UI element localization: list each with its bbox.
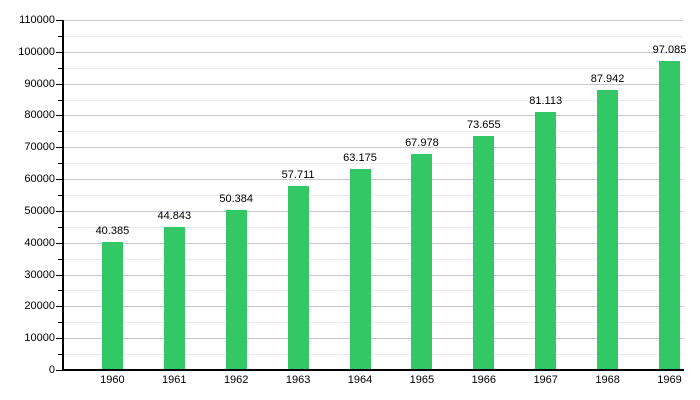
x-tick-label: 1960 (100, 374, 125, 386)
y-tick-minor (58, 99, 62, 101)
y-tick-label: 110000 (19, 14, 55, 26)
bar-value-label: 97.085 (652, 44, 687, 57)
bar (473, 135, 495, 370)
x-tick-label: 1962 (223, 374, 249, 386)
y-tick-label: 20000 (24, 300, 55, 313)
y-tick-minor (58, 322, 62, 324)
bar-value-label: 40.385 (95, 224, 130, 237)
y-tick-major (56, 242, 62, 244)
y-tick-major (56, 83, 62, 85)
y-tick-major (56, 51, 62, 53)
gridline-major (64, 210, 683, 212)
plot-area: 40.385 44.843 50.384 57.711 63.175 67.978 73.6… (63, 20, 686, 370)
bar-value-label: 67.978 (405, 136, 439, 149)
gridline-minor (64, 67, 683, 69)
gridline-minor (64, 131, 683, 133)
x-tick-label: 1963 (285, 374, 311, 386)
y-tick-minor (58, 67, 62, 69)
x-axis-line (62, 369, 684, 371)
y-tick-label: 100000 (18, 45, 55, 58)
y-tick-major (56, 147, 62, 149)
gridline-minor (64, 290, 683, 292)
y-tick-label: 50000 (24, 204, 55, 217)
bar-value-label: 73.655 (466, 118, 501, 131)
x-tick-label: 1965 (409, 374, 435, 386)
x-tick-label: 1968 (595, 374, 620, 386)
y-tick-major (56, 306, 62, 308)
gridline-major (64, 20, 683, 21)
x-tick-label: 1966 (471, 374, 497, 386)
bar (101, 241, 123, 370)
gridline-minor (64, 258, 683, 260)
bar-value-label: 50.384 (219, 192, 254, 205)
bar (411, 153, 433, 370)
gridline-major (64, 51, 683, 53)
bar (535, 111, 557, 370)
y-tick-major (56, 20, 62, 21)
bar (163, 227, 185, 370)
x-tick-label: 1964 (347, 374, 373, 386)
y-tick-major (56, 179, 62, 181)
y-tick-minor (58, 226, 62, 228)
bar-value-label: 87.942 (590, 73, 625, 86)
gridline-major (64, 242, 683, 244)
y-tick-major (56, 115, 62, 117)
y-tick-minor (58, 195, 62, 196)
gridline-minor (64, 354, 683, 356)
gridline-minor (64, 163, 683, 165)
bar (225, 209, 247, 370)
y-tick-label: 10000 (24, 332, 55, 345)
gridline-minor (64, 226, 683, 228)
y-tick-minor (58, 290, 62, 292)
bar-value-label: 57.711 (281, 169, 315, 182)
gridline-major (64, 83, 683, 85)
bar-value-label: 63.175 (343, 151, 377, 164)
y-tick-major (56, 274, 62, 276)
gridline-major (64, 306, 683, 308)
y-tick-major (56, 210, 62, 212)
y-tick-label: 90000 (24, 77, 55, 90)
gridline-minor (64, 99, 683, 101)
bar (349, 168, 371, 370)
gridline-major (64, 274, 683, 276)
y-tick-label: 60000 (24, 173, 55, 186)
y-tick-major (56, 338, 62, 340)
y-tick-label: 0 (48, 364, 55, 376)
x-tick-label: 1969 (657, 374, 682, 386)
y-tick-label: 40000 (24, 236, 55, 249)
y-axis-line (62, 20, 64, 371)
gridline-major (64, 179, 683, 181)
y-tick-major (56, 370, 62, 371)
bar (287, 186, 309, 370)
x-tick-label: 1967 (533, 374, 558, 386)
gridline-major (64, 115, 683, 117)
bar-value-label: 44.843 (157, 210, 192, 223)
bar (597, 90, 619, 370)
gridline-major (64, 338, 683, 340)
gridline-major (64, 147, 683, 149)
y-tick-label: 70000 (24, 141, 55, 154)
y-tick-label: 30000 (24, 268, 55, 281)
bar-value-label: 81.113 (529, 94, 563, 107)
y-tick-label: 80000 (24, 109, 55, 122)
gridline-minor (64, 195, 683, 196)
y-tick-minor (58, 131, 62, 133)
y-tick-minor (58, 163, 62, 165)
y-tick-minor (58, 258, 62, 260)
y-tick-minor (58, 35, 62, 37)
gridline-minor (64, 35, 683, 37)
x-tick-label: 1961 (162, 374, 187, 386)
y-tick-minor (58, 354, 62, 356)
gridline-minor (64, 322, 683, 324)
bar (659, 61, 680, 370)
